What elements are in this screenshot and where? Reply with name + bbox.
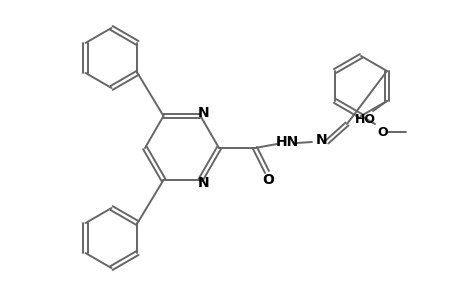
- Text: N: N: [315, 133, 327, 147]
- Text: HN: HN: [275, 135, 298, 149]
- Text: N: N: [197, 106, 209, 120]
- Text: N: N: [197, 176, 209, 190]
- Text: O: O: [262, 173, 274, 187]
- Text: HO: HO: [354, 112, 375, 125]
- Text: O: O: [377, 125, 387, 139]
